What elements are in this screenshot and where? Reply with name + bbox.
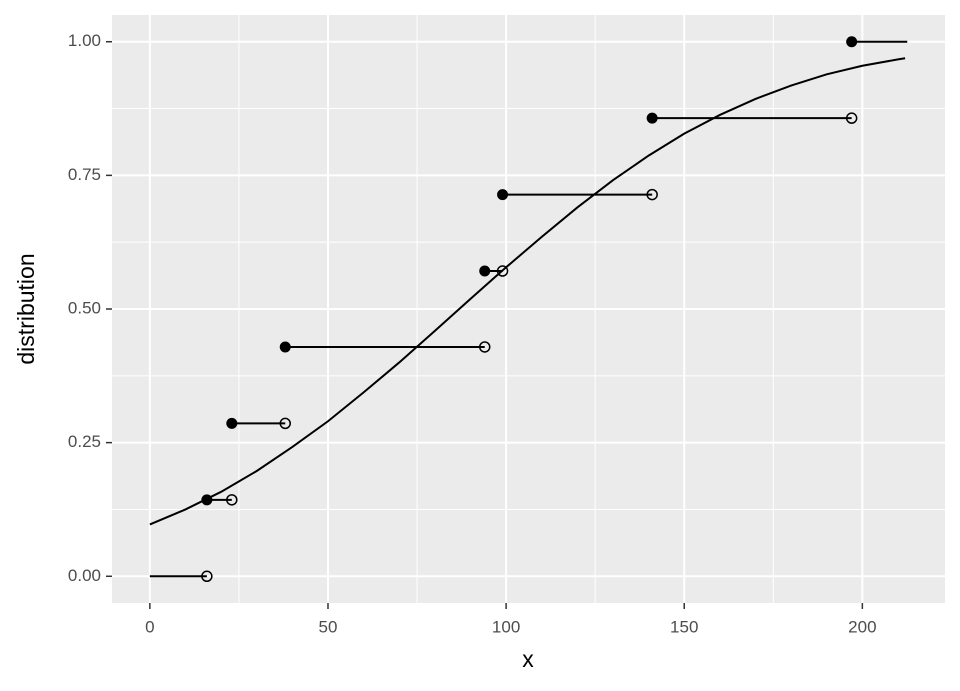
closed-point bbox=[279, 341, 291, 353]
y-tick-label: 1.00 bbox=[68, 31, 101, 50]
x-tick-label: 100 bbox=[492, 617, 520, 636]
x-tick-label: 0 bbox=[145, 617, 154, 636]
y-tick-label: 0.75 bbox=[68, 165, 101, 184]
open-point bbox=[226, 494, 238, 506]
x-axis-title: x bbox=[522, 646, 534, 672]
y-tick-label: 0.25 bbox=[68, 432, 101, 451]
closed-point bbox=[846, 36, 858, 48]
curve bbox=[149, 57, 906, 526]
y-tick-label: 0.00 bbox=[68, 566, 101, 585]
closed-point bbox=[479, 265, 491, 277]
open-point bbox=[201, 570, 213, 583]
open-point bbox=[279, 417, 291, 430]
y-axis-title: distribution bbox=[13, 253, 39, 364]
closed-point bbox=[226, 417, 238, 429]
open-point bbox=[845, 112, 858, 124]
grid bbox=[112, 15, 945, 603]
open-point bbox=[478, 341, 491, 353]
open-point bbox=[646, 188, 658, 201]
closed-point bbox=[646, 112, 658, 124]
x-tick-label: 200 bbox=[848, 617, 876, 636]
marks bbox=[149, 36, 908, 583]
x-tick-label: 150 bbox=[670, 617, 698, 636]
y-tick-label: 0.50 bbox=[68, 298, 101, 317]
x-tick-label: 50 bbox=[319, 617, 338, 636]
open-point bbox=[496, 265, 509, 277]
closed-point bbox=[201, 494, 213, 506]
closed-point bbox=[497, 189, 509, 201]
